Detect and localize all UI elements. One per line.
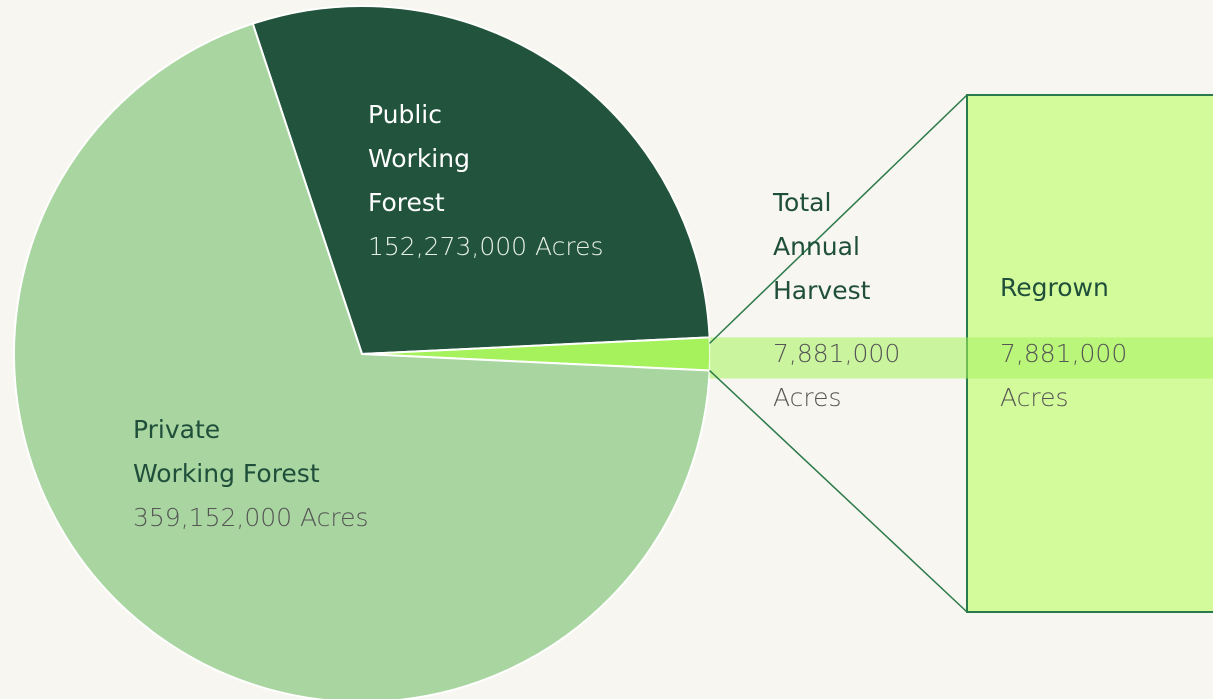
connector xyxy=(709,369,968,613)
breakdown-label: Regrown xyxy=(1000,273,1109,302)
slice-label: Private Working Forest xyxy=(133,415,320,488)
breakdown-value-label: 7,881,000 Acres xyxy=(1000,339,1128,412)
pie-slice xyxy=(13,22,711,699)
slice-value-label: 7,881,000 Acres xyxy=(773,339,901,412)
slice-label: Total Annual Harvest xyxy=(773,188,871,305)
connector xyxy=(709,94,968,344)
breakdown-band xyxy=(709,337,1213,379)
slice-label: Public Working Forest xyxy=(368,100,470,217)
slice-value-label: 152,273,000 Acres xyxy=(368,232,604,261)
pie-slice xyxy=(251,5,711,356)
slice-value-label: 359,152,000 Acres xyxy=(133,503,369,532)
